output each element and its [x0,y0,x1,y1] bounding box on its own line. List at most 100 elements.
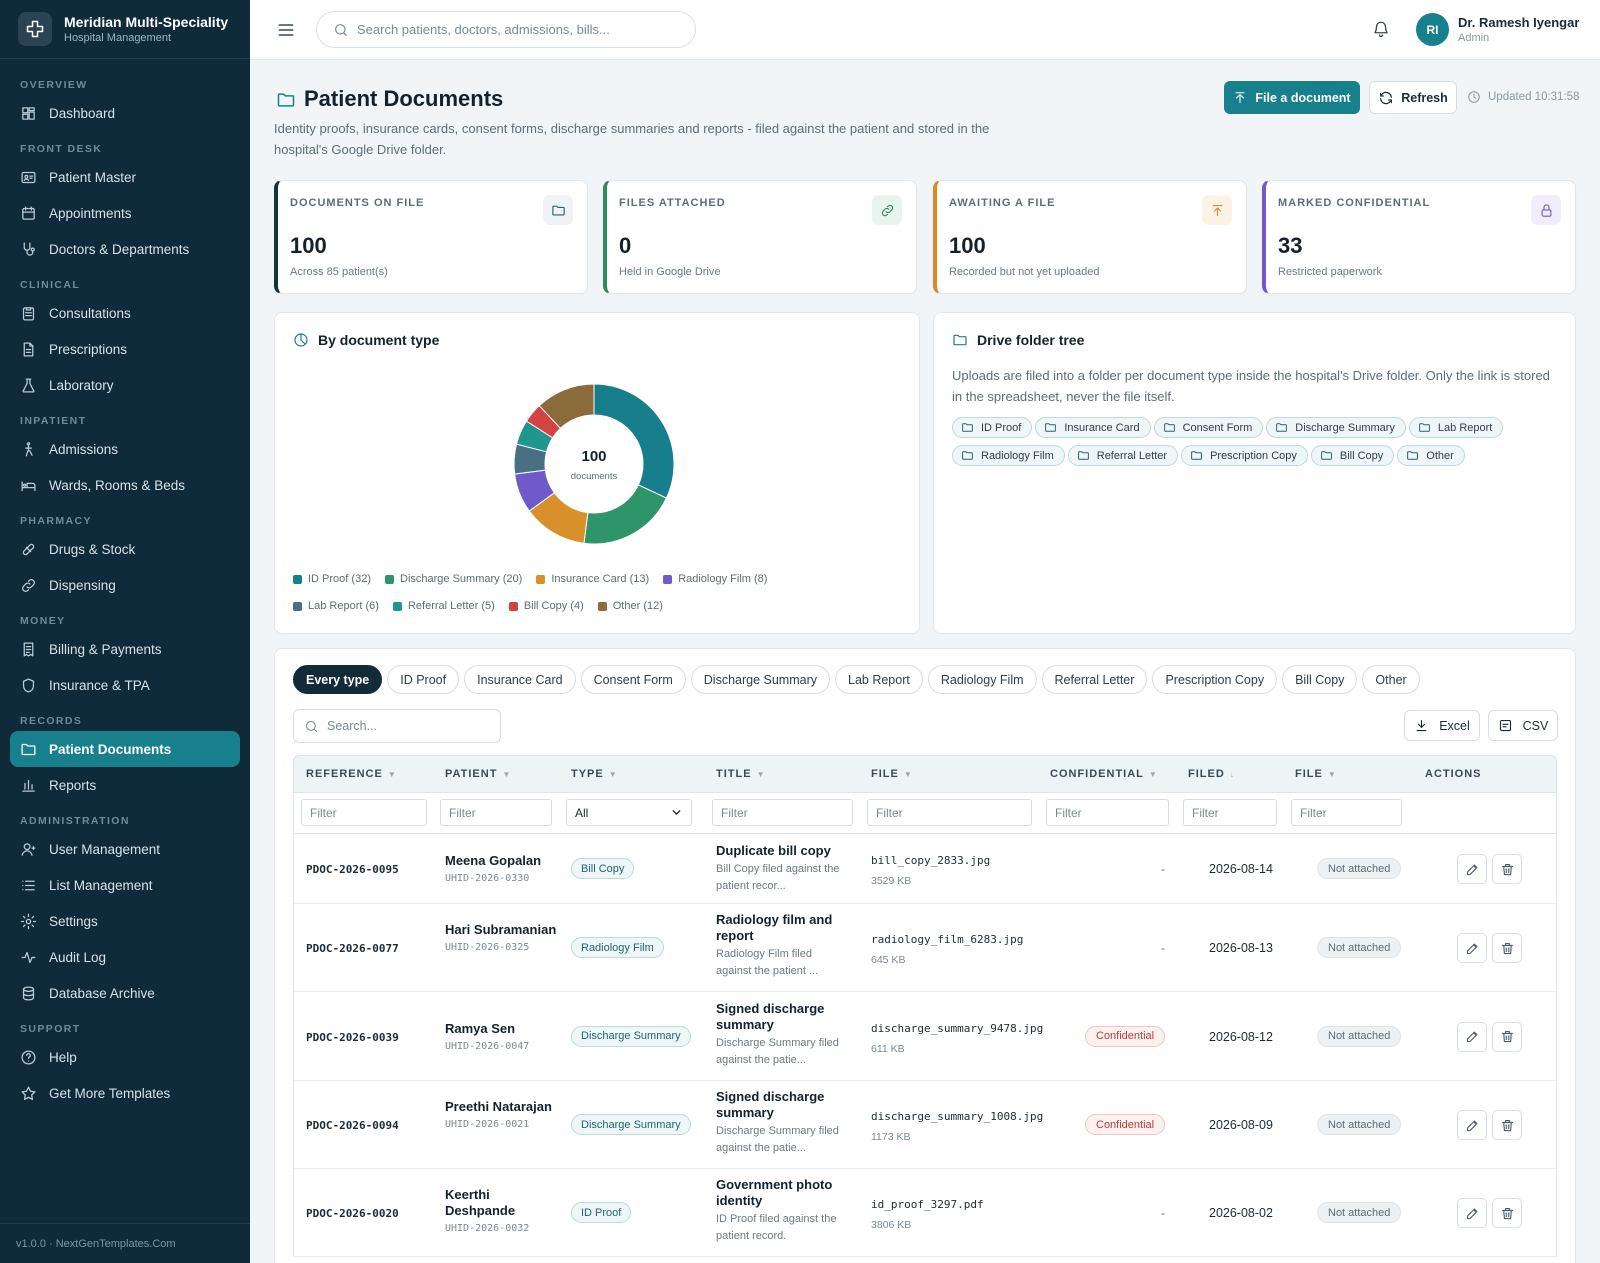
avatar[interactable]: RI [1416,13,1449,46]
sidebar-item-database-archive[interactable]: Database Archive [0,975,240,1011]
global-search-input[interactable]: Search patients, doctors, admissions, bi… [316,11,696,48]
delete-button[interactable] [1492,1198,1522,1228]
sidebar-item-admissions[interactable]: Admissions [0,431,240,467]
delete-button[interactable] [1492,933,1522,963]
sidebar-item-dashboard[interactable]: Dashboard [0,95,240,131]
table-row[interactable]: PDOC-2026-0094 Preethi Natarajan UHID-20… [293,1081,1557,1169]
edit-button[interactable] [1457,1110,1487,1140]
legend-item[interactable]: Referral Letter (5) [392,594,495,619]
table-row[interactable]: PDOC-2026-0077 Hari Subramanian UHID-202… [293,904,1557,992]
column-filter-input[interactable]: Filter [867,799,1032,826]
patient-name[interactable]: Meena Gopalan [445,853,542,868]
sidebar-item-dispensing[interactable]: Dispensing [0,567,240,603]
column-filter-input[interactable]: Filter [1183,799,1277,826]
sidebar-item-laboratory[interactable]: Laboratory [0,367,240,403]
column-filter-input[interactable]: Filter [712,799,853,826]
folder-chip[interactable]: ID Proof [952,417,1033,438]
type-tab[interactable]: Referral Letter [1041,665,1148,694]
column-header[interactable]: TYPE ▼ [571,768,618,780]
file-document-button[interactable]: File a document [1224,81,1360,114]
edit-button[interactable] [1457,933,1487,963]
notification-bell-icon[interactable] [1372,20,1390,38]
type-tab[interactable]: Bill Copy [1282,665,1358,694]
delete-button[interactable] [1492,1110,1522,1140]
sidebar-item-patient-documents[interactable]: Patient Documents [10,731,240,767]
sidebar-item-get-more-templates[interactable]: Get More Templates [0,1075,240,1111]
folder-chip[interactable]: Bill Copy [1310,445,1395,466]
user-menu[interactable]: Dr. Ramesh Iyengar Admin [1458,15,1579,44]
sidebar-item-reports[interactable]: Reports [0,767,240,803]
type-tab[interactable]: ID Proof [387,665,460,694]
sidebar-item-list-management[interactable]: List Management [0,867,240,903]
folder-chip[interactable]: Discharge Summary [1266,417,1406,438]
edit-button[interactable] [1457,1198,1487,1228]
edit-button[interactable] [1457,1021,1487,1052]
legend-item[interactable]: Other (12) [597,594,663,619]
folder-chip[interactable]: Other [1397,445,1465,466]
sidebar-item-billing-payments[interactable]: Billing & Payments [0,631,240,667]
refresh-button[interactable]: Refresh [1369,81,1457,114]
sidebar-item-help[interactable]: Help [0,1039,240,1075]
column-header[interactable]: FILE ▼ [1295,768,1337,780]
type-tab[interactable]: Discharge Summary [690,665,830,694]
table-row[interactable]: PDOC-2026-0020 Keerthi Deshpande UHID-20… [293,1169,1557,1257]
edit-button[interactable] [1457,854,1487,884]
type-tab[interactable]: Prescription Copy [1152,665,1278,694]
sidebar-item-settings[interactable]: Settings [0,903,240,939]
hamburger-menu-icon[interactable] [276,20,296,40]
table-row[interactable]: PDOC-2026-0095 Meena Gopalan UHID-2026-0… [293,834,1557,904]
folder-chip[interactable]: Radiology Film [952,445,1065,466]
type-tab[interactable]: Every type [293,665,383,694]
type-filter-select[interactable]: All [566,799,692,826]
column-header[interactable]: PATIENT ▼ [445,768,511,780]
sidebar-item-prescriptions[interactable]: Prescriptions [0,331,240,367]
legend-item[interactable]: Discharge Summary (20) [385,567,522,592]
legend-item[interactable]: Insurance Card (13) [536,567,649,592]
column-filter-input[interactable]: Filter [301,799,427,826]
table-search-input[interactable]: Search... [293,709,501,743]
donut-slice-discharge-summary[interactable] [583,484,668,545]
patient-name[interactable]: Keerthi Deshpande [445,1187,516,1218]
type-tab[interactable]: Insurance Card [464,665,576,694]
sidebar-item-user-management[interactable]: User Management [0,831,240,867]
export-excel-button[interactable]: Excel [1404,710,1480,741]
column-header[interactable]: FILED ↓ [1188,768,1235,780]
type-tab[interactable]: Radiology Film [927,665,1037,694]
export-csv-button[interactable]: CSV [1488,710,1558,741]
donut-slice-other[interactable] [538,383,595,429]
legend-item[interactable]: Lab Report (6) [293,594,379,619]
sidebar-item-appointments[interactable]: Appointments [0,195,240,231]
folder-chip[interactable]: Consent Form [1153,417,1264,438]
delete-button[interactable] [1492,854,1522,884]
type-tab[interactable]: Lab Report [835,665,923,694]
legend-item[interactable]: Radiology Film (8) [663,567,767,592]
brand[interactable]: Meridian Multi-Speciality Hospital Hospi… [0,0,250,59]
folder-chip[interactable]: Insurance Card [1035,417,1151,438]
folder-chip[interactable]: Referral Letter [1067,445,1179,466]
delete-button[interactable] [1492,1021,1522,1052]
column-header[interactable]: FILE ▼ [871,768,913,780]
folder-chip[interactable]: Prescription Copy [1181,445,1308,466]
column-header[interactable]: REFERENCE ▼ [306,768,397,780]
column-filter-input[interactable]: Filter [1046,799,1169,826]
sidebar-item-drugs-stock[interactable]: Drugs & Stock [0,531,240,567]
donut-slice-id-proof[interactable] [593,383,675,499]
sidebar-item-audit-log[interactable]: Audit Log [0,939,240,975]
column-filter-input[interactable]: Filter [440,799,552,826]
sidebar-item-wards-rooms-beds[interactable]: Wards, Rooms & Beds [0,467,240,503]
type-tab[interactable]: Other [1362,665,1420,694]
sidebar-item-doctors-departments[interactable]: Doctors & Departments [0,231,240,267]
patient-name[interactable]: Ramya Sen [445,1020,516,1036]
legend-item[interactable]: ID Proof (32) [293,567,371,592]
table-row[interactable]: PDOC-2026-0039 Ramya Sen UHID-2026-0047 … [293,992,1557,1081]
patient-name[interactable]: Preethi Natarajan [445,1099,552,1114]
patient-name[interactable]: Hari Subramanian [445,922,557,937]
sidebar-item-insurance-tpa[interactable]: Insurance & TPA [0,667,240,703]
sidebar-item-consultations[interactable]: Consultations [0,295,240,331]
legend-item[interactable]: Bill Copy (4) [508,594,584,619]
column-header[interactable]: CONFIDENTIAL ▼ [1050,768,1158,780]
column-filter-input[interactable]: Filter [1291,799,1402,826]
sidebar-item-patient-master[interactable]: Patient Master [0,159,240,195]
type-tab[interactable]: Consent Form [580,665,686,694]
folder-chip[interactable]: Lab Report [1408,417,1504,438]
